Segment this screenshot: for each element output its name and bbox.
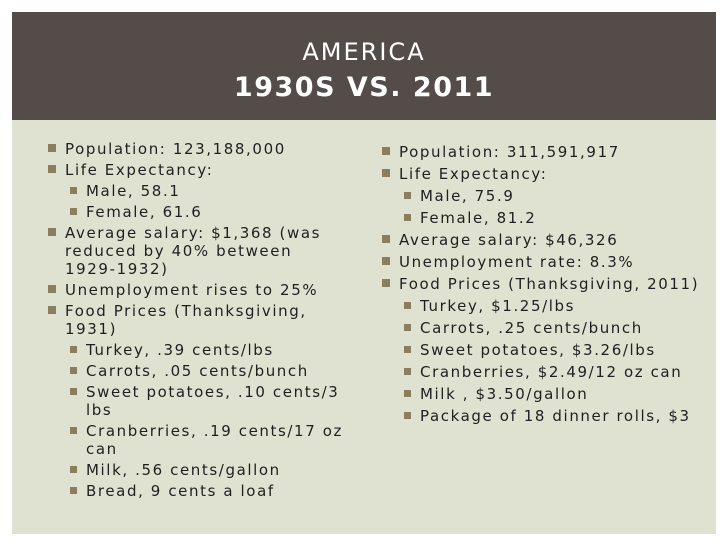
- square-bullet-icon: [404, 302, 411, 309]
- sub-list-item: Cranberries, $2.49/12 oz can: [382, 363, 702, 381]
- square-bullet-icon: [404, 412, 411, 419]
- sub-list-item: Milk, .56 cents/gallon: [48, 461, 348, 479]
- list-item: Life Expectancy:: [48, 161, 348, 179]
- list-item: Unemployment rate: 8.3%: [382, 253, 702, 271]
- square-bullet-icon: [48, 165, 56, 173]
- square-bullet-icon: [70, 487, 77, 494]
- list-item: Population: 123,188,000: [48, 140, 348, 158]
- sub-list-item: Bread, 9 cents a loaf: [48, 482, 348, 500]
- sub-list-item: Sweet potatoes, $3.26/lbs: [382, 341, 702, 359]
- square-bullet-icon: [382, 147, 390, 155]
- left-column-1930s: Population: 123,188,000 Life Expectancy:…: [48, 140, 348, 503]
- square-bullet-icon: [382, 279, 390, 287]
- square-bullet-icon: [70, 466, 77, 473]
- square-bullet-icon: [404, 192, 411, 199]
- sub-list-item: Carrots, .05 cents/bunch: [48, 362, 348, 380]
- list-item: Average salary: $46,326: [382, 231, 702, 249]
- title-bar: AMERICA 1930S VS. 2011: [12, 12, 716, 120]
- square-bullet-icon: [48, 306, 56, 314]
- sub-list-item: Female, 81.2: [382, 209, 702, 227]
- square-bullet-icon: [404, 390, 411, 397]
- sub-list-item: Turkey, .39 cents/lbs: [48, 341, 348, 359]
- sub-list-item: Turkey, $1.25/lbs: [382, 297, 702, 315]
- square-bullet-icon: [70, 346, 77, 353]
- sub-list-item: Male, 58.1: [48, 182, 348, 200]
- square-bullet-icon: [48, 144, 56, 152]
- square-bullet-icon: [382, 257, 390, 265]
- square-bullet-icon: [404, 346, 411, 353]
- slide-title-line-1: AMERICA: [302, 38, 426, 66]
- square-bullet-icon: [404, 368, 411, 375]
- sub-list-item: Package of 18 dinner rolls, $3: [382, 407, 702, 425]
- slide-title-line-2: 1930S VS. 2011: [233, 72, 495, 103]
- square-bullet-icon: [382, 169, 390, 177]
- square-bullet-icon: [404, 214, 411, 221]
- list-item: Unemployment rises to 25%: [48, 281, 348, 299]
- square-bullet-icon: [382, 235, 390, 243]
- sub-list-item: Cranberries, .19 cents/17 oz can: [48, 422, 348, 458]
- square-bullet-icon: [70, 388, 77, 395]
- sub-list-item: Female, 61.6: [48, 203, 348, 221]
- sub-list-item: Carrots, .25 cents/bunch: [382, 319, 702, 337]
- list-item: Food Prices (Thanksgiving, 1931): [48, 302, 348, 338]
- square-bullet-icon: [70, 367, 77, 374]
- square-bullet-icon: [70, 208, 77, 215]
- sub-list-item: Milk , $3.50/gallon: [382, 385, 702, 403]
- square-bullet-icon: [404, 324, 411, 331]
- square-bullet-icon: [48, 228, 56, 236]
- square-bullet-icon: [48, 285, 56, 293]
- square-bullet-icon: [70, 187, 77, 194]
- list-item: Life Expectancy:: [382, 165, 702, 183]
- square-bullet-icon: [70, 427, 77, 434]
- sub-list-item: Sweet potatoes, .10 cents/3 lbs: [48, 383, 348, 419]
- list-item: Population: 311,591,917: [382, 143, 702, 161]
- list-item: Average salary: $1,368 (was reduced by 4…: [48, 224, 348, 278]
- list-item: Food Prices (Thanksgiving, 2011): [382, 275, 702, 293]
- right-column-2011: Population: 311,591,917 Life Expectancy:…: [382, 143, 702, 429]
- sub-list-item: Male, 75.9: [382, 187, 702, 205]
